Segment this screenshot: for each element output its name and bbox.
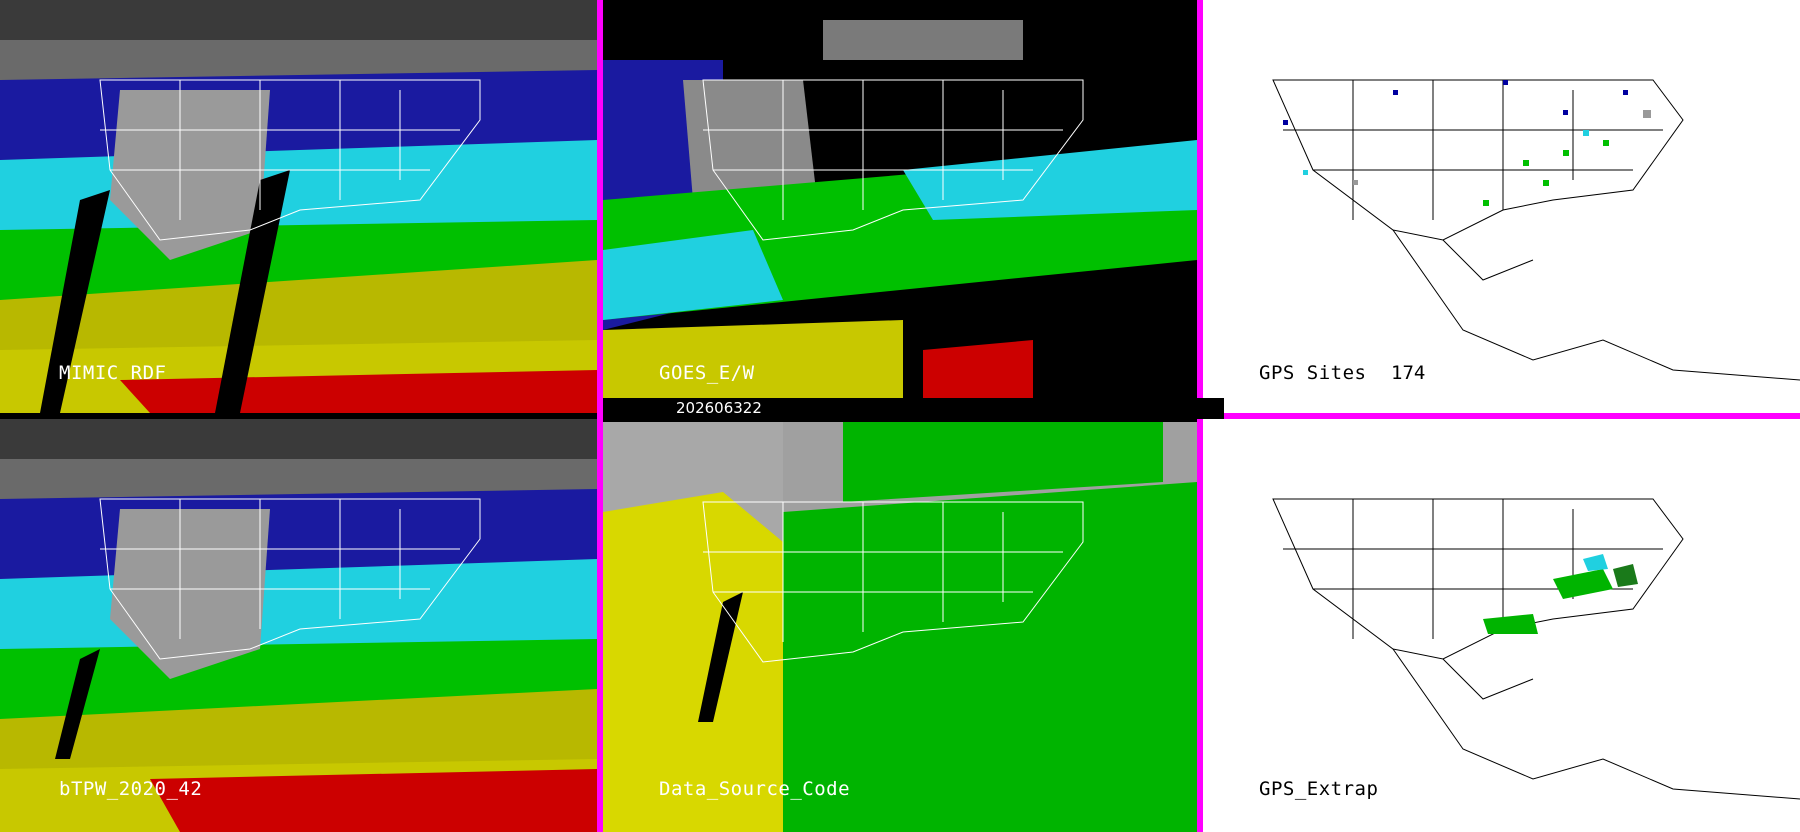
- panel-label: GPS Sites: [1259, 362, 1367, 384]
- separator-horizontal-right: [1203, 413, 1800, 419]
- panel-gps-extrap: GPS_Extrap: [1203, 419, 1800, 832]
- panel-label: MIMIC RDF: [59, 362, 167, 384]
- panel-gps-sites: GPS Sites: [1203, 0, 1800, 413]
- tpw-map-btpw: [0, 419, 597, 832]
- gps-extrap-map: [1203, 419, 1800, 832]
- data-source-map: [603, 422, 1197, 832]
- gps-site-count: 174: [1391, 362, 1426, 384]
- tpw-map-mimic: [0, 0, 597, 413]
- panel-label: Data_Source_Code: [659, 778, 851, 800]
- panel-goes: GOES_E/W: [603, 0, 1197, 398]
- timestamp-bar: 202606322: [666, 398, 1224, 419]
- gps-sites-map: [1203, 0, 1800, 413]
- panel-label: bTPW_2020_42: [59, 778, 203, 800]
- separator-vertical-left: [597, 0, 603, 832]
- tpw-map-goes: [603, 0, 1197, 398]
- panel-btpw: bTPW_2020_42: [0, 419, 597, 832]
- panel-label: GPS_Extrap: [1259, 778, 1379, 800]
- panel-mimic-rdf: MIMIC RDF: [0, 0, 597, 413]
- panel-label: GOES_E/W: [659, 362, 755, 384]
- panel-data-source-code: Data_Source_Code: [603, 422, 1197, 832]
